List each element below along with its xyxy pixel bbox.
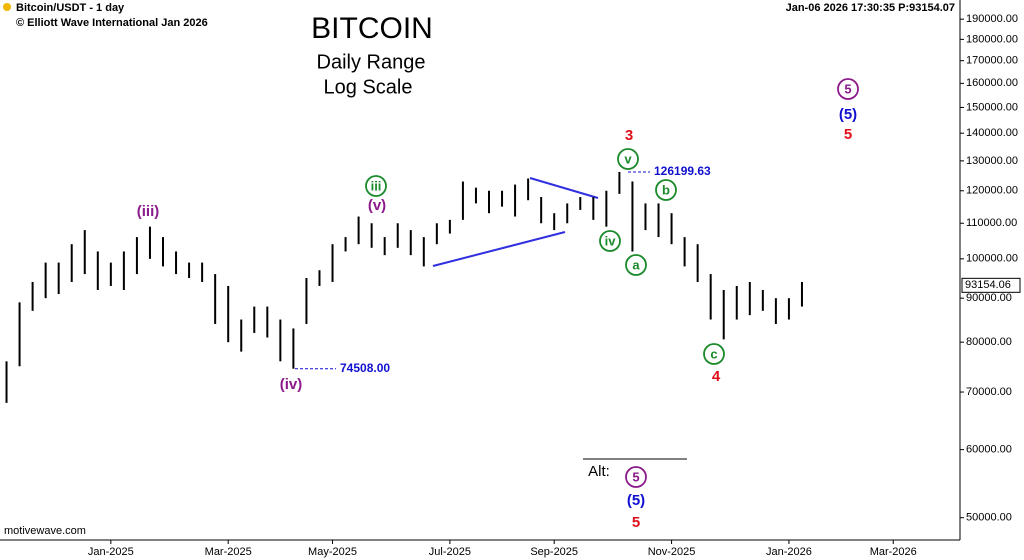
- x-tick-label: Jul-2025: [429, 546, 471, 558]
- wave-label: Alt:: [588, 463, 610, 480]
- watermark: motivewave.com: [4, 525, 86, 537]
- price-label: 126199.63: [654, 164, 711, 178]
- wave-label: 5: [632, 469, 639, 484]
- header-right: Jan-06 2026 17:30:35 P:93154.07: [786, 2, 955, 14]
- wave-label: 5: [844, 126, 852, 143]
- wave-circle: [837, 78, 859, 100]
- y-tick-label: 180000.00: [966, 33, 1018, 45]
- x-tick-label: May-2025: [308, 546, 357, 558]
- x-tick-label: Jan-2025: [88, 546, 134, 558]
- wave-label: (5): [627, 492, 645, 509]
- y-tick-label: 70000.00: [966, 386, 1012, 398]
- wave-circle: [599, 230, 621, 252]
- wave-label: 4: [712, 368, 721, 385]
- x-tick-label: Mar-2025: [205, 546, 252, 558]
- y-tick-label: 90000.00: [966, 292, 1012, 304]
- subtitle: Log Scale: [324, 76, 413, 98]
- wave-circle: [625, 254, 647, 276]
- y-tick-label: 80000.00: [966, 336, 1012, 348]
- x-tick-label: Nov-2025: [648, 546, 696, 558]
- price-label: 74508.00: [340, 361, 390, 375]
- wave-label: (5): [839, 106, 857, 123]
- y-tick-label: 60000.00: [966, 444, 1012, 456]
- y-tick-label: 50000.00: [966, 512, 1012, 524]
- wave-circle: [617, 148, 639, 170]
- last-price-label: 93154.06: [965, 279, 1011, 291]
- y-tick-label: 130000.00: [966, 155, 1018, 167]
- wave-label: (iii): [137, 203, 160, 220]
- wave-label: b: [662, 182, 670, 197]
- y-tick-label: 120000.00: [966, 185, 1018, 197]
- wave-label: c: [710, 346, 717, 361]
- copyright: © Elliott Wave International Jan 2026: [16, 17, 208, 29]
- wave-label: iv: [605, 233, 617, 248]
- y-tick-label: 140000.00: [966, 127, 1018, 139]
- x-tick-label: Mar-2026: [870, 546, 917, 558]
- last-price-box: [961, 277, 1021, 293]
- wave-circle: [703, 343, 725, 365]
- wave-circle: [365, 175, 387, 197]
- trend-line: [529, 177, 599, 199]
- status-dot: [3, 3, 11, 11]
- x-tick-label: Sep-2025: [530, 546, 578, 558]
- wave-label: (iv): [280, 376, 303, 393]
- wave-label: v: [624, 151, 632, 166]
- x-tick-label: Jan-2026: [766, 546, 812, 558]
- wave-circle: [655, 179, 677, 201]
- wave-label: (v): [368, 197, 386, 214]
- y-tick-label: 160000.00: [966, 77, 1018, 89]
- wave-label: 3: [625, 127, 633, 144]
- y-tick-label: 100000.00: [966, 253, 1018, 265]
- wave-label: a: [632, 257, 640, 272]
- wave-label: 5: [844, 81, 851, 96]
- y-tick-label: 150000.00: [966, 101, 1018, 113]
- header-left: Bitcoin/USDT - 1 day: [16, 2, 125, 14]
- y-tick-label: 170000.00: [966, 55, 1018, 67]
- y-tick-label: 190000.00: [966, 13, 1018, 25]
- subtitle: Daily Range: [317, 51, 426, 73]
- y-tick-label: 110000.00: [966, 217, 1017, 229]
- wave-label: iii: [371, 178, 382, 193]
- trend-line: [432, 231, 566, 267]
- wave-circle: [625, 466, 647, 488]
- chart-title: BITCOIN: [311, 12, 433, 45]
- wave-label: 5: [632, 514, 640, 531]
